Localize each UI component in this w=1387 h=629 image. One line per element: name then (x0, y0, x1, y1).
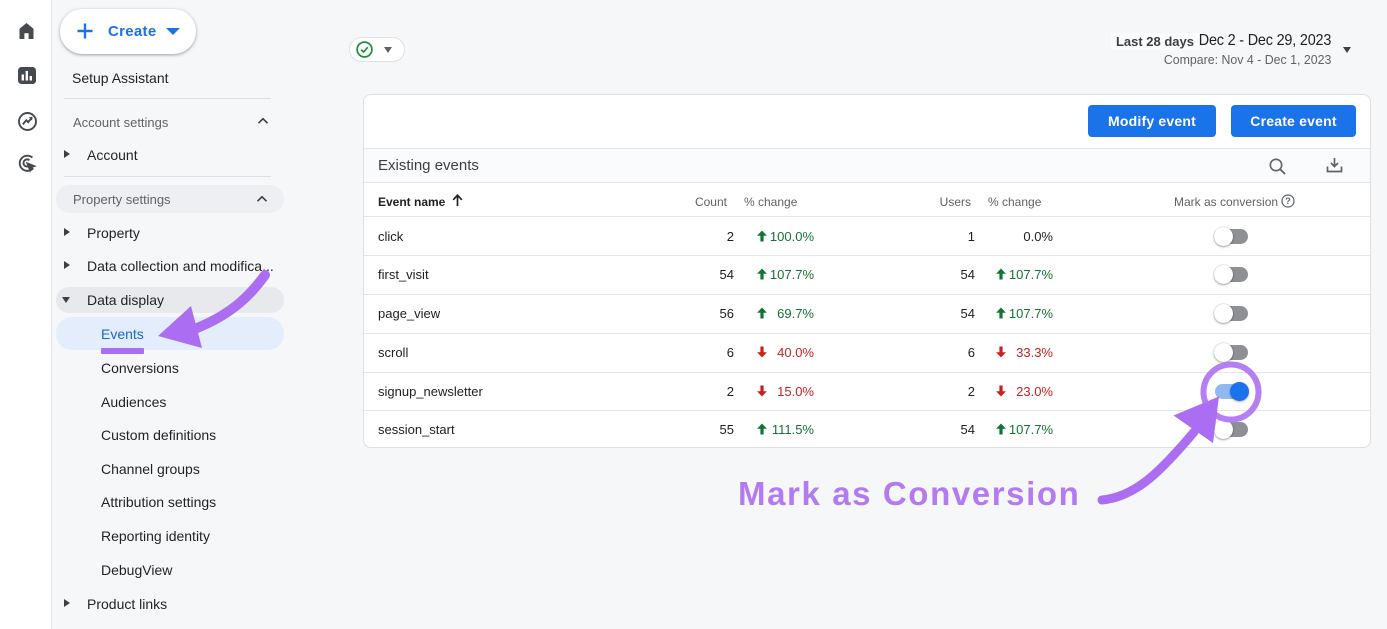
svg-text:?: ? (1285, 196, 1291, 206)
